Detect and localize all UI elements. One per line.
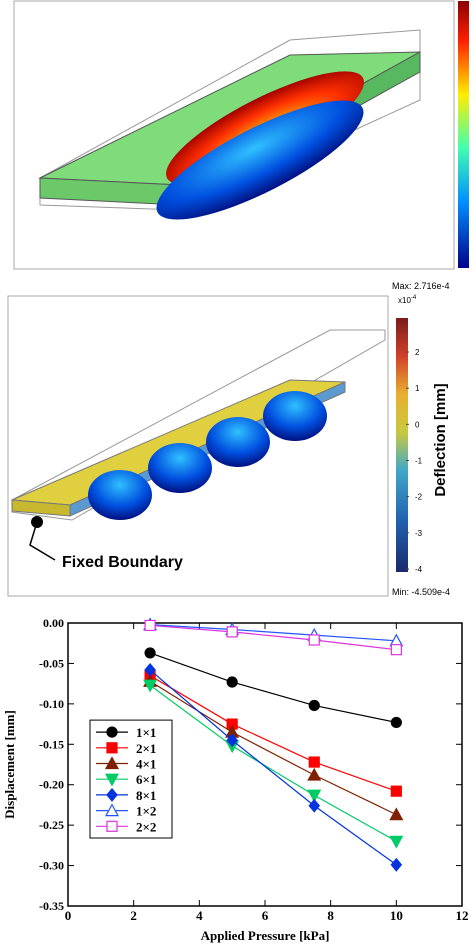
marker <box>145 648 155 658</box>
legend-label: 1×1 <box>136 725 156 740</box>
marker <box>391 717 401 727</box>
bulge <box>206 417 270 467</box>
legend-marker <box>107 743 117 753</box>
marker <box>145 620 155 630</box>
y-tick-label: -0.15 <box>39 737 64 751</box>
x-tick-label: 12 <box>456 908 469 923</box>
marker <box>309 800 319 812</box>
marker <box>391 645 401 655</box>
series-line <box>150 685 396 841</box>
y-tick-label: -0.30 <box>39 859 64 873</box>
legend-marker <box>107 727 117 737</box>
colorbar-tick-label: -1 <box>415 457 423 466</box>
x-tick-label: 2 <box>130 908 137 923</box>
y-tick-label: -0.20 <box>39 778 64 792</box>
y-tick-label: -0.05 <box>39 656 64 670</box>
x-tick-label: 0 <box>65 908 72 923</box>
legend-label: 1×2 <box>136 804 156 819</box>
colorbar-tick-label: 0 <box>415 420 420 429</box>
colorbar-ticks: 2 1 0 -1 -2 -3 -4 <box>406 348 423 574</box>
colorbar-tick-label: -3 <box>415 529 423 538</box>
x-axis-label: Applied Pressure [kPa] <box>201 928 330 943</box>
colorbar-tick-label: -4 <box>415 565 423 574</box>
legend-label: 2×2 <box>136 819 156 834</box>
legend-label: 2×1 <box>136 741 156 756</box>
legend-marker <box>107 821 117 831</box>
legend-label: 8×1 <box>136 788 156 803</box>
marker <box>309 700 319 710</box>
legend-label: 6×1 <box>136 772 156 787</box>
min-label: Min: -4.509e-4 <box>392 587 450 597</box>
colorbar <box>396 318 408 572</box>
series-line <box>150 625 396 649</box>
marker <box>227 627 237 637</box>
x-tick-label: 8 <box>327 908 334 923</box>
y-tick-label: 0.00 <box>43 616 64 630</box>
marker <box>390 809 402 820</box>
exponent-label: x10-4 <box>398 295 417 305</box>
marker <box>390 836 402 847</box>
x-tick-label: 10 <box>390 908 403 923</box>
x-tick-label: 6 <box>262 908 269 923</box>
marker <box>308 769 320 780</box>
series-line <box>150 625 396 641</box>
annotation: Fixed Boundary <box>62 554 183 571</box>
colorbar <box>458 1 469 268</box>
marker <box>309 635 319 645</box>
y-tick-label: -0.25 <box>39 818 64 832</box>
marker <box>309 757 319 767</box>
figure: Max: 2.716e-4 x10-4 210-1-2-3-4 Deflecti… <box>0 0 476 945</box>
colorbar-label: Deflection [mm] <box>432 383 449 496</box>
bulge <box>263 391 327 441</box>
x-tick-label: 4 <box>196 908 203 923</box>
marker <box>391 859 401 871</box>
chart: 0 2 4 6 8 10 12 -0.35 -0.30 -0.25 -0.20 -0.15 -0.10 -… <box>2 616 469 943</box>
legend-label: 4×1 <box>136 757 156 772</box>
bulge <box>88 470 152 520</box>
y-axis-label: Displacement [mm] <box>2 710 17 819</box>
colorbar-tick-label: 2 <box>415 348 420 357</box>
series-line <box>150 676 396 792</box>
series-line <box>150 670 396 865</box>
colorbar-tick-label: 1 <box>415 384 420 393</box>
y-tick-label: -0.35 <box>39 899 64 913</box>
panel-b: Max: 2.716e-4 x10-4 210-1-2-3-4 Deflecti… <box>8 281 450 597</box>
marker <box>227 677 237 687</box>
exponent-base: x10 <box>398 296 411 305</box>
bulge <box>148 443 212 493</box>
colorbar-tick-label: -2 <box>415 493 423 502</box>
marker <box>391 786 401 796</box>
y-tick-label: -0.10 <box>39 697 64 711</box>
max-label: Max: 2.716e-4 <box>392 281 450 291</box>
exponent-power: -4 <box>411 295 417 301</box>
panel-a <box>14 1 469 269</box>
